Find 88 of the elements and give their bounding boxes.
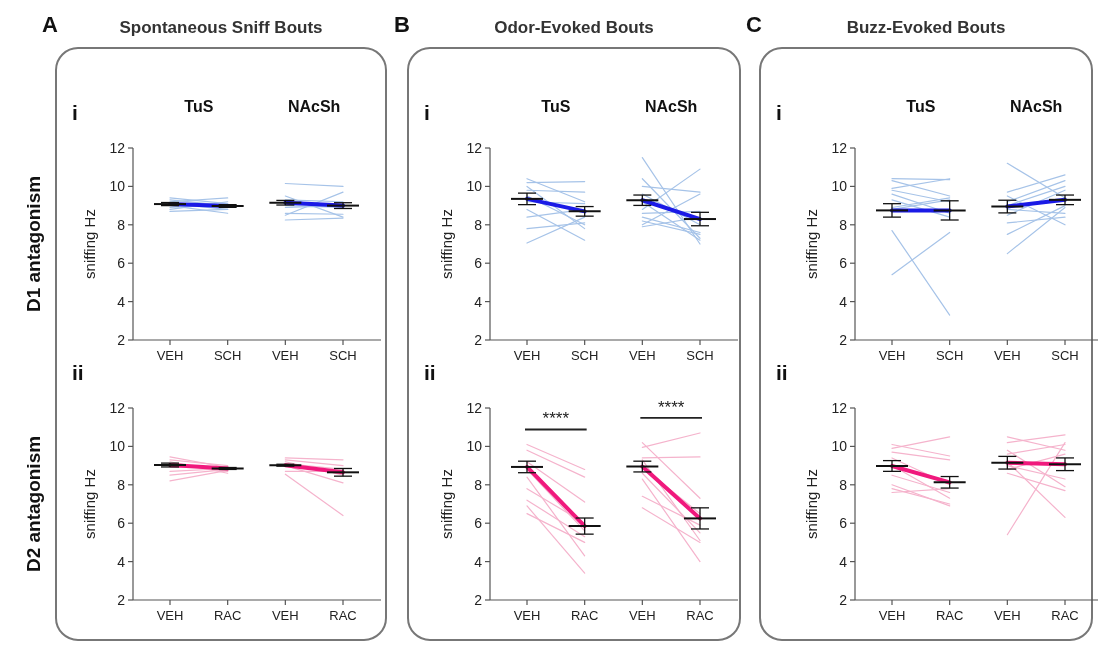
y-tick-label: 2	[839, 591, 848, 608]
x-tick-label: SCH	[213, 348, 242, 363]
y-tick-label: 2	[117, 591, 126, 608]
y-tick-label: 4	[117, 293, 126, 310]
y-axis-title: sniffing Hz	[438, 209, 455, 279]
text: ii	[72, 361, 84, 384]
text: i	[424, 101, 430, 124]
y-tick-label: 12	[466, 139, 483, 156]
y-tick-label: 10	[109, 438, 126, 455]
text: ii	[776, 361, 788, 384]
y-axis-title: sniffing Hz	[81, 469, 98, 539]
text: ii	[424, 361, 436, 384]
x-tick-label: VEH	[628, 608, 656, 623]
x-tick-label: VEH	[878, 348, 906, 363]
text: NAcSh	[644, 98, 698, 115]
text: C	[746, 12, 762, 37]
y-tick-label: 6	[117, 255, 126, 272]
x-tick-label: RAC	[935, 608, 964, 623]
y-tick-label: 2	[474, 591, 483, 608]
y-tick-label: 10	[109, 178, 126, 195]
y-tick-label: 2	[117, 331, 126, 348]
y-tick-label: 12	[109, 139, 126, 156]
chart-title: Spontaneous Sniff Bouts	[119, 18, 323, 37]
text: NAcSh	[1009, 98, 1063, 115]
y-tick-label: 4	[839, 293, 848, 310]
text: TuS	[184, 98, 214, 115]
y-tick-label: 4	[117, 553, 126, 570]
y-tick-label: 6	[839, 255, 848, 272]
y-tick-label: 8	[474, 216, 483, 233]
x-tick-label: RAC	[686, 608, 714, 623]
y-tick-label: 8	[839, 476, 848, 493]
y-tick-label: 4	[474, 293, 483, 310]
y-axis-title: sniffing Hz	[803, 209, 820, 279]
y-tick-label: 12	[831, 399, 848, 416]
y-axis-title: sniffing Hz	[438, 469, 455, 539]
text: D1 antagonism	[23, 175, 44, 313]
text: B	[394, 12, 410, 37]
y-axis-title: sniffing Hz	[81, 209, 98, 279]
x-tick-label: RAC	[213, 608, 242, 623]
y-tick-label: 8	[117, 476, 126, 493]
x-tick-label: RAC	[1051, 608, 1079, 623]
chart-title: Odor-Evoked Bouts	[494, 18, 654, 37]
x-tick-label: VEH	[993, 608, 1021, 623]
y-axis-title: sniffing Hz	[803, 469, 820, 539]
y-tick-label: 6	[474, 255, 483, 272]
x-tick-label: VEH	[156, 348, 184, 363]
y-tick-label: 12	[831, 139, 848, 156]
text: i	[776, 101, 782, 124]
y-tick-label: 10	[831, 438, 848, 455]
x-tick-label: SCH	[329, 348, 357, 363]
text: i	[72, 101, 78, 124]
y-tick-label: 6	[839, 515, 848, 532]
x-tick-label: RAC	[329, 608, 357, 623]
y-tick-label: 8	[117, 216, 126, 233]
y-tick-label: 2	[839, 331, 848, 348]
text: TuS	[906, 98, 936, 115]
text: A	[42, 12, 58, 37]
y-tick-label: 10	[466, 438, 483, 455]
y-tick-label: 12	[466, 399, 483, 416]
x-tick-label: VEH	[878, 608, 906, 623]
annotation: ****	[657, 397, 685, 417]
text: TuS	[541, 98, 571, 115]
x-tick-label: VEH	[156, 608, 184, 623]
y-tick-label: 8	[474, 476, 483, 493]
x-tick-label: VEH	[271, 608, 299, 623]
y-tick-label: 4	[474, 553, 483, 570]
y-tick-label: 6	[474, 515, 483, 532]
x-tick-label: SCH	[935, 348, 964, 363]
x-tick-label: VEH	[993, 348, 1021, 363]
text: D2 antagonism	[23, 435, 44, 573]
y-tick-label: 6	[117, 515, 126, 532]
x-tick-label: SCH	[1051, 348, 1079, 363]
x-tick-label: SCH	[686, 348, 714, 363]
y-tick-label: 10	[831, 178, 848, 195]
x-tick-label: VEH	[628, 348, 656, 363]
annotation: ****	[542, 409, 570, 429]
x-tick-label: RAC	[570, 608, 599, 623]
x-tick-label: VEH	[271, 348, 299, 363]
y-tick-label: 2	[474, 331, 483, 348]
x-tick-label: SCH	[570, 348, 599, 363]
y-tick-label: 12	[109, 399, 126, 416]
x-tick-label: VEH	[513, 608, 541, 623]
text: NAcSh	[287, 98, 341, 115]
chart-title: Buzz-Evoked Bouts	[846, 18, 1006, 37]
y-tick-label: 4	[839, 553, 848, 570]
y-tick-label: 8	[839, 216, 848, 233]
y-tick-label: 10	[466, 178, 483, 195]
x-tick-label: VEH	[513, 348, 541, 363]
